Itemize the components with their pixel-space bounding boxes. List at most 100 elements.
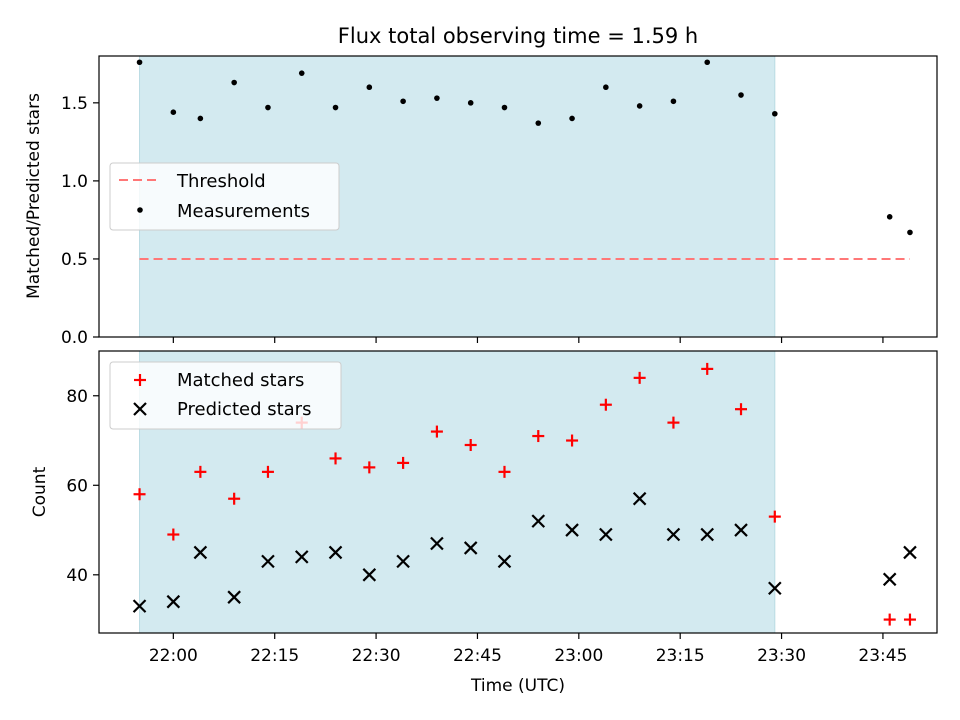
top-legend-box — [109, 162, 340, 231]
predicted-point — [599, 527, 613, 542]
bottom-x-axis: 22:00 22:15 22:30 22:45 23:00 23:15 23:30 23:45 — [149, 633, 907, 666]
matched-point — [735, 403, 748, 416]
predicted-point — [396, 554, 410, 569]
bottom-y-tick-label: 60 — [66, 476, 88, 496]
top-y-tick-label: 1.5 — [61, 94, 88, 114]
x-tick-label: 22:15 — [250, 646, 299, 666]
bottom-y-tick-label: 40 — [66, 566, 88, 586]
measurement-point — [434, 95, 440, 101]
predicted-point — [328, 545, 343, 560]
top-y-tick-label: 0.0 — [61, 328, 88, 348]
matched-point — [768, 510, 781, 523]
measurement-point — [400, 98, 406, 105]
bottom-y-axis: 40 60 80 — [66, 387, 99, 586]
predicted-point — [294, 550, 309, 564]
measurement-point — [265, 104, 271, 111]
legend-measurements-label: Measurements — [177, 201, 310, 222]
chart-title: Flux total observing time = 1.59 h — [338, 24, 698, 48]
top-x-ticks — [172, 337, 884, 343]
predicted-point — [497, 554, 512, 569]
bottom-panel: 40 60 80 22:00 22:15 22:30 22:45 23:00 23:15 23:… — [30, 350, 938, 696]
matched-point — [133, 488, 146, 501]
bottom-y-axis-label: Count — [30, 466, 50, 517]
measurement-point — [886, 213, 893, 220]
measurement-point — [535, 120, 542, 126]
matched-point — [430, 425, 443, 438]
matched-point — [903, 613, 916, 626]
matched-point — [498, 465, 511, 478]
bottom-axes-frame — [98, 350, 938, 634]
predicted-point — [768, 581, 782, 596]
predicted-point — [193, 545, 208, 560]
measurement-point — [772, 110, 778, 117]
predicted-point — [565, 523, 579, 537]
measurement-point — [170, 109, 177, 115]
top-y-axis: 0.0 0.5 1.0 1.5 — [61, 94, 99, 348]
count-points — [132, 362, 917, 626]
measurement-point — [670, 98, 677, 105]
x-tick-label: 23:30 — [757, 646, 806, 666]
matched-point — [329, 452, 342, 465]
matched-point — [363, 461, 376, 474]
matched-point — [397, 456, 410, 469]
measurement-point — [467, 100, 474, 106]
matched-point — [194, 465, 207, 478]
matched-point — [701, 362, 714, 375]
measurement-point — [569, 115, 575, 122]
x-tick-label: 22:30 — [352, 646, 401, 666]
matched-point — [532, 430, 545, 443]
top-y-tick-label: 1.0 — [61, 172, 88, 192]
measurement-point — [332, 104, 339, 111]
legend-matched-label: Matched stars — [177, 370, 304, 391]
predicted-point — [430, 536, 444, 551]
top-panel: 0.0 0.5 1.0 1.5 Matched/Predicted stars Thr… — [24, 55, 938, 348]
measurement-point — [501, 104, 508, 111]
bottom-y-tick-label: 80 — [66, 387, 88, 407]
predicted-point — [531, 514, 546, 528]
legend-threshold-label: Threshold — [176, 171, 266, 192]
legend-predicted-label: Predicted stars — [177, 399, 311, 420]
matched-point — [566, 434, 579, 447]
matched-point — [464, 439, 477, 451]
matched-point — [633, 371, 646, 384]
top-axes-frame — [98, 55, 938, 338]
measurement-point — [603, 84, 609, 91]
predicted-point — [700, 527, 715, 542]
matched-point — [261, 465, 274, 478]
predicted-point — [734, 523, 748, 537]
matched-point — [167, 528, 180, 541]
measurement-point — [136, 59, 143, 66]
predicted-point — [632, 491, 647, 506]
measurement-point — [366, 84, 373, 91]
matched-point — [228, 492, 241, 505]
predicted-point — [882, 572, 897, 587]
legend-predicted-swatch — [133, 402, 147, 416]
matched-point — [883, 613, 896, 626]
measurement-point — [197, 115, 204, 122]
matched-point — [667, 416, 680, 429]
predicted-point — [666, 527, 681, 542]
measurement-point — [636, 103, 643, 109]
top-y-tick-label: 0.5 — [61, 250, 88, 270]
predicted-point — [261, 554, 275, 569]
predicted-point — [463, 541, 478, 555]
top-legend: Threshold Measurements — [109, 162, 340, 231]
bottom-legend-box — [109, 361, 342, 430]
legend-measurements-swatch — [137, 207, 143, 213]
x-tick-label: 23:45 — [858, 646, 907, 666]
predicted-point — [362, 568, 377, 582]
x-tick-label: 23:00 — [554, 646, 603, 666]
x-tick-label: 22:45 — [453, 646, 502, 666]
matched-point — [599, 398, 612, 411]
predicted-point — [903, 545, 917, 560]
legend-matched-swatch — [134, 374, 146, 386]
measurement-point — [704, 59, 711, 66]
bottom-legend: Matched stars Predicted stars — [109, 361, 342, 430]
x-axis-label: Time (UTC) — [470, 676, 565, 696]
measurement-point — [907, 229, 913, 236]
x-tick-label: 23:15 — [656, 646, 705, 666]
predicted-point — [227, 590, 241, 604]
measurement-point — [298, 70, 305, 76]
measurement-points — [136, 59, 913, 236]
